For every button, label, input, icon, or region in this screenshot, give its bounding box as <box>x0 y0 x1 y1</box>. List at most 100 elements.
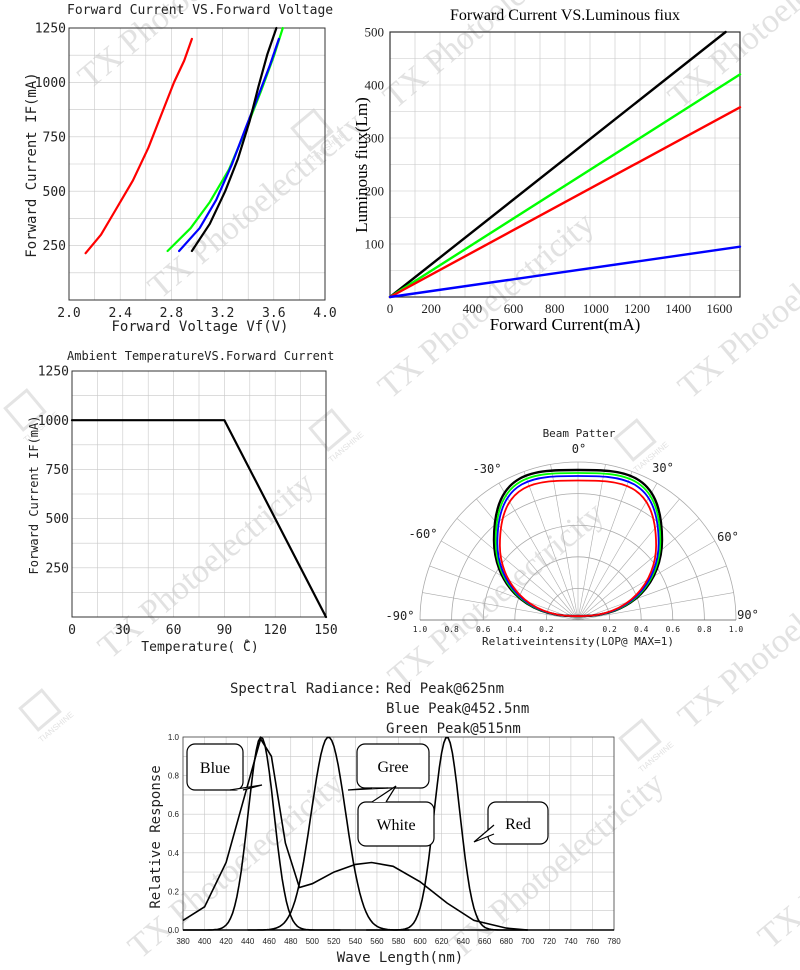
y-axis-label: Forward Current IF(mA) <box>27 416 41 575</box>
chart-title: Ambient TemperatureVS.Forward Current <box>67 349 334 363</box>
y-axis-label: Relative Response <box>148 765 164 908</box>
angle-label: 30° <box>652 461 674 475</box>
beam-curve <box>498 479 658 617</box>
x-tick-label: 760 <box>586 937 600 946</box>
y-axis-label: Luminous fiux(Lm) <box>352 97 371 233</box>
radial-label: 0.2 <box>602 625 617 634</box>
beam-curve <box>496 475 660 617</box>
polar-spoke <box>476 498 579 621</box>
x-tick-label: 620 <box>435 937 449 946</box>
callout-pointer <box>371 785 397 803</box>
x-axis-label: Temperature( ̊C) <box>141 639 258 655</box>
watermark-text: TX Photoelectricity <box>751 755 800 956</box>
series-line <box>70 419 328 619</box>
angle-label: 90° <box>737 608 759 622</box>
polar-spoke <box>456 518 579 621</box>
callout-box <box>487 801 549 845</box>
x-tick-label: 120 <box>263 623 286 638</box>
radial-label: 0.6 <box>666 625 681 634</box>
y-tick-label: 1250 <box>35 22 66 37</box>
chart-title: Forward Current VS.Luminous fiux <box>450 7 680 24</box>
polar-spoke <box>550 464 579 621</box>
x-tick-label: 500 <box>306 937 320 946</box>
series-line <box>388 106 742 299</box>
x-axis-label: Relativeintensity(LOP@ MAX=1) <box>482 635 674 648</box>
x-tick-label: 1000 <box>583 301 609 316</box>
chart-beam-pattern: Beam Patter 0° 30° 60° 90° -30° -60° -90° 1.0 0.… <box>386 427 759 648</box>
polar-spoke <box>577 483 658 621</box>
y-tick-label: 200 <box>365 184 385 199</box>
radial-label: 0.2 <box>539 625 554 634</box>
x-tick-label: 400 <box>463 301 483 316</box>
x-tick-label: 460 <box>263 937 277 946</box>
y-tick-label: 0.6 <box>168 810 180 819</box>
x-tick-label: 1200 <box>624 301 650 316</box>
series-line <box>84 37 193 255</box>
x-tick-label: 0 <box>68 623 76 638</box>
x-tick-label: 700 <box>521 937 535 946</box>
y-tick-label: 1000 <box>35 76 66 91</box>
polar-spoke <box>577 464 606 621</box>
callout-pointer <box>229 784 263 791</box>
x-tick-label: 0 <box>387 301 394 316</box>
x-tick-label: 150 <box>314 623 337 638</box>
polar-spoke <box>577 518 700 621</box>
y-axis-label: Forward Current IF(mA) <box>24 72 40 257</box>
radial-label: 0.6 <box>476 625 491 634</box>
x-tick-label: 560 <box>370 937 384 946</box>
radial-label: 0.4 <box>508 625 523 634</box>
series-line-gree <box>247 736 410 931</box>
peak-blue-text: Blue Peak@452.5nm <box>386 701 529 717</box>
series-line <box>388 30 727 299</box>
x-tick-label: 720 <box>543 937 557 946</box>
callout-label: White <box>376 817 415 834</box>
watermark-text: TX Photoelectricity <box>671 535 800 736</box>
radial-label: 0.8 <box>697 625 712 634</box>
radial-label: 0.8 <box>444 625 459 634</box>
x-tick-label: 90 <box>217 623 233 638</box>
y-tick-label: 750 <box>46 463 69 478</box>
watermark-text: TX Photoelectricity <box>661 0 800 116</box>
watermark-logo: TIANSHINE <box>618 718 675 774</box>
radial-label: 1.0 <box>413 625 428 634</box>
x-tick-label: 660 <box>478 937 492 946</box>
x-tick-label: 30 <box>115 623 131 638</box>
chart-title: Forward Current VS.Forward Voltage <box>67 3 333 18</box>
x-tick-label: 200 <box>421 301 441 316</box>
y-tick-label: 750 <box>43 130 66 145</box>
watermark-logo: TIANSHINE <box>18 688 75 744</box>
chart-luminous-flux: Forward Current VS.Luminous fiux 0 200 400… <box>352 7 742 334</box>
plot-frame <box>68 27 326 301</box>
callout-pointer <box>347 787 389 791</box>
y-tick-label: 0.8 <box>168 772 180 781</box>
radial-label: 0.4 <box>634 625 649 634</box>
x-axis-label: Forward Current(mA) <box>490 315 641 334</box>
x-tick-label: 480 <box>284 937 298 946</box>
x-tick-label: 2.4 <box>108 306 132 321</box>
y-tick-label: 0.0 <box>168 926 180 935</box>
polar-spoke <box>577 592 734 621</box>
x-tick-label: 520 <box>327 937 341 946</box>
polar-spoke <box>498 483 579 621</box>
x-tick-label: 600 <box>504 301 524 316</box>
series-line <box>190 26 278 253</box>
angle-label: -60° <box>409 527 438 541</box>
x-tick-label: 800 <box>545 301 565 316</box>
x-tick-label: 3.2 <box>211 306 234 321</box>
x-tick-label: 4.0 <box>313 306 336 321</box>
y-tick-label: 250 <box>43 239 66 254</box>
y-tick-label: 0.2 <box>168 887 180 896</box>
y-tick-label: 250 <box>46 561 69 576</box>
y-tick-label: 0.4 <box>168 849 180 858</box>
x-tick-label: 580 <box>392 937 406 946</box>
x-tick-label: 3.6 <box>262 306 285 321</box>
peak-green-text: Green Peak@515nm <box>386 721 521 737</box>
radial-label: 1.0 <box>729 625 744 634</box>
watermark-logo: TIANSHINE <box>308 408 365 464</box>
callout-box <box>357 801 435 847</box>
callout-box <box>186 743 244 791</box>
y-tick-label: 1.0 <box>168 733 180 742</box>
x-tick-label: 60 <box>166 623 182 638</box>
chart-forward-voltage: Forward Current VS.Forward Voltage 2.0 2.… <box>24 3 337 335</box>
